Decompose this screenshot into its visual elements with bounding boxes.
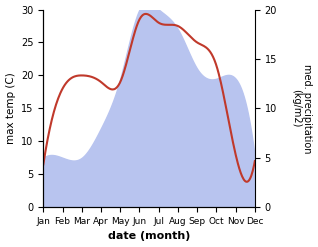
Y-axis label: max temp (C): max temp (C)	[5, 72, 16, 144]
Y-axis label: med. precipitation
(kg/m2): med. precipitation (kg/m2)	[291, 64, 313, 153]
X-axis label: date (month): date (month)	[108, 231, 190, 242]
